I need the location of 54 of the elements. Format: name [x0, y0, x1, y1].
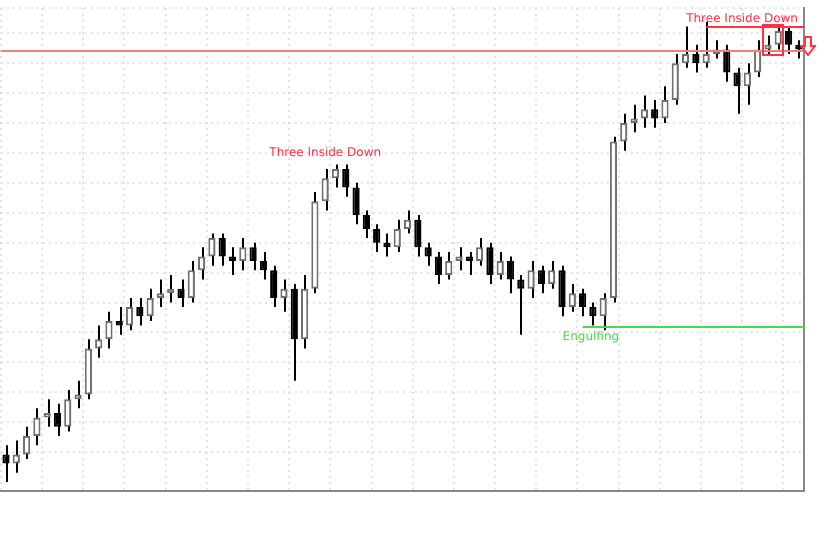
candlestick [146, 287, 154, 322]
candlestick [568, 283, 576, 313]
candlestick [218, 232, 226, 267]
candlestick [53, 402, 62, 437]
candlestick [95, 324, 103, 359]
candlestick [187, 260, 195, 304]
candlestick [558, 264, 566, 318]
candlestick [362, 209, 370, 240]
candlestick [414, 214, 422, 258]
candlestick [434, 250, 443, 286]
candlestick [537, 264, 546, 295]
candlestick [373, 223, 381, 253]
candlestick [115, 306, 123, 336]
candlestick [774, 25, 782, 51]
candlestick [784, 25, 793, 56]
candlestick [393, 218, 401, 253]
candlestick [527, 260, 535, 299]
candlestick [352, 181, 360, 226]
candlestick [506, 255, 515, 295]
candlestick [33, 407, 41, 447]
candlestick [496, 250, 504, 281]
candlestick [445, 250, 453, 281]
candlestick [125, 296, 134, 332]
candlestick [599, 292, 607, 332]
candlestick [208, 232, 216, 267]
candlestick [22, 425, 31, 460]
candlestick [64, 388, 72, 433]
candlestick [548, 260, 556, 290]
candlestick [84, 338, 92, 401]
candlestick [630, 103, 638, 134]
candlestick [12, 439, 20, 474]
candlestick [579, 287, 587, 318]
candlestick [290, 283, 298, 382]
candlestick [486, 241, 494, 286]
candlestick [424, 241, 432, 267]
candlestick [270, 264, 278, 309]
candlestick [620, 112, 628, 152]
candlestick [43, 398, 51, 428]
candlestick [476, 237, 484, 267]
candlestick [249, 241, 257, 272]
candlestick [671, 53, 679, 106]
candlestick [301, 273, 309, 350]
candlestick [321, 168, 329, 212]
candlestick [733, 66, 741, 115]
candlestick [342, 163, 350, 198]
candlestick [280, 278, 288, 313]
candlestick [2, 444, 10, 483]
candlestick [661, 85, 669, 125]
candlestick [177, 278, 185, 309]
candlestick [589, 301, 597, 327]
candlestick [105, 310, 113, 350]
candlestick [743, 62, 751, 106]
candlestick [156, 278, 165, 309]
candlestick [239, 237, 247, 272]
